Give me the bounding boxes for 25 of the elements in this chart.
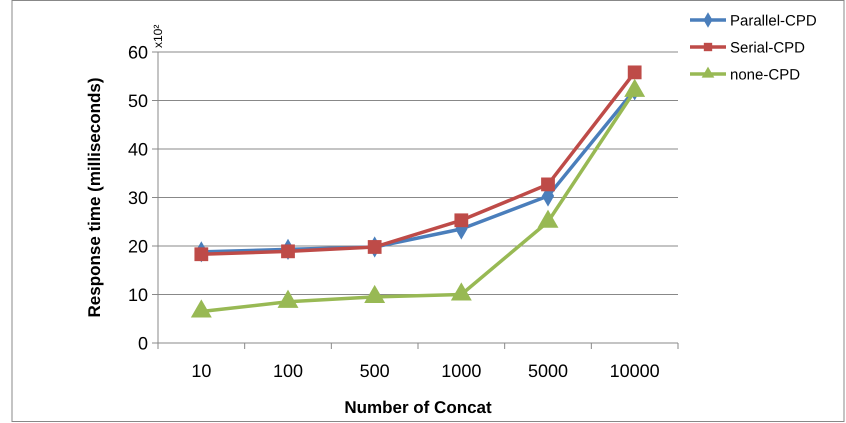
x-tick-label: 100 bbox=[272, 361, 304, 381]
legend-label: Serial-CPD bbox=[730, 39, 806, 56]
point bbox=[281, 244, 295, 258]
text: x10² bbox=[151, 24, 165, 48]
x-tick-label: 1000 bbox=[441, 361, 482, 381]
legend-label: none-CPD bbox=[730, 66, 800, 84]
y-tick-label: 30 bbox=[128, 188, 148, 208]
x-tick-label: 500 bbox=[360, 361, 390, 381]
y-tick-label: 20 bbox=[128, 236, 148, 256]
point bbox=[194, 247, 208, 262]
y-tick-label: 10 bbox=[128, 284, 148, 305]
y-tick-label: 40 bbox=[128, 139, 148, 160]
x-axis-title: Number of Concat bbox=[344, 398, 492, 417]
y-tick-label: 50 bbox=[128, 90, 148, 111]
x-tick-label: 10000 bbox=[610, 361, 660, 381]
y-axis-title: Response time (milliseconds) bbox=[85, 78, 104, 318]
point bbox=[541, 178, 555, 192]
point bbox=[628, 65, 642, 80]
point bbox=[368, 240, 382, 254]
legend-label: Parallel-CPD bbox=[730, 12, 817, 30]
x-tick-label: 10 bbox=[191, 361, 212, 381]
y-tick-label: 60 bbox=[128, 42, 148, 62]
y-tick-label: 0 bbox=[138, 333, 148, 354]
point bbox=[454, 213, 468, 228]
x-tick-label: 5000 bbox=[528, 361, 568, 381]
